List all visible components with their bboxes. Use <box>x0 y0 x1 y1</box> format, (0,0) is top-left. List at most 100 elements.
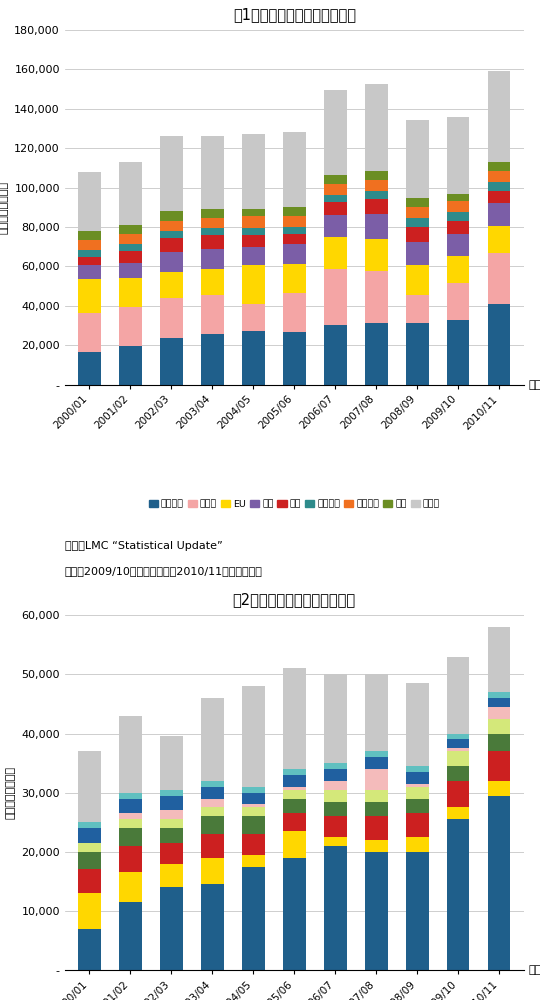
Bar <box>78 257 100 265</box>
Bar <box>365 769 388 790</box>
Bar <box>406 772 429 784</box>
Bar <box>447 194 469 201</box>
Bar <box>242 235 265 247</box>
Bar <box>242 855 265 867</box>
Bar <box>78 279 100 313</box>
Bar <box>160 136 183 211</box>
Bar <box>201 218 224 228</box>
Bar <box>201 807 224 816</box>
Bar <box>201 209 224 218</box>
Title: 図2　世界の砂糖輸出量の推移: 図2 世界の砂糖輸出量の推移 <box>233 592 356 607</box>
Bar <box>406 766 429 772</box>
Bar <box>324 781 347 790</box>
Bar <box>283 207 306 216</box>
Bar <box>406 242 429 265</box>
Bar <box>365 674 388 751</box>
Bar <box>201 787 224 799</box>
Bar <box>78 929 100 970</box>
Bar <box>283 227 306 234</box>
Bar <box>78 313 100 352</box>
Bar <box>78 751 100 822</box>
Bar <box>119 251 141 263</box>
Bar <box>365 757 388 769</box>
Bar <box>201 295 224 334</box>
Bar <box>119 716 141 793</box>
Bar <box>324 802 347 816</box>
Bar <box>365 802 388 816</box>
Bar <box>324 90 347 175</box>
Text: 年度: 年度 <box>528 380 540 390</box>
Y-axis label: 千トン／粗糖換算: 千トン／粗糖換算 <box>0 181 9 234</box>
Bar <box>201 816 224 834</box>
Bar <box>242 793 265 804</box>
Bar <box>119 819 141 828</box>
Bar <box>365 852 388 970</box>
Bar <box>488 253 510 304</box>
Bar <box>488 719 510 734</box>
Bar <box>406 837 429 852</box>
Bar <box>242 134 265 209</box>
Bar <box>119 234 141 244</box>
Bar <box>160 221 183 231</box>
Bar <box>447 734 469 739</box>
Bar <box>160 864 183 887</box>
Bar <box>447 657 469 734</box>
Bar <box>365 271 388 323</box>
Bar <box>242 228 265 235</box>
Bar <box>365 171 388 180</box>
Text: 出典：LMC “Statistical Update”: 出典：LMC “Statistical Update” <box>65 541 222 551</box>
Bar <box>406 799 429 813</box>
Bar <box>242 216 265 228</box>
Bar <box>406 265 429 295</box>
Bar <box>119 278 141 307</box>
Bar <box>324 215 347 237</box>
Bar <box>447 234 469 256</box>
Bar <box>78 172 100 231</box>
Bar <box>242 265 265 304</box>
Bar <box>283 332 306 385</box>
Bar <box>488 698 510 707</box>
Bar <box>242 209 265 216</box>
Bar <box>406 295 429 323</box>
Bar <box>324 237 347 269</box>
Bar <box>78 240 100 250</box>
Bar <box>119 846 141 872</box>
Bar <box>160 810 183 819</box>
Bar <box>160 252 183 272</box>
Bar <box>242 304 265 331</box>
Bar <box>242 867 265 970</box>
Bar <box>242 804 265 807</box>
Bar <box>447 781 469 807</box>
Bar <box>406 784 429 787</box>
Bar <box>324 816 347 837</box>
Bar <box>324 202 347 215</box>
Bar <box>283 234 306 244</box>
Bar <box>242 686 265 787</box>
Bar <box>283 668 306 769</box>
Bar <box>201 228 224 235</box>
Bar <box>488 171 510 182</box>
Bar <box>488 751 510 781</box>
Bar <box>242 247 265 265</box>
Bar <box>201 269 224 295</box>
Bar <box>119 902 141 970</box>
Bar <box>78 869 100 893</box>
Bar <box>201 249 224 269</box>
Bar <box>365 816 388 840</box>
Bar <box>406 813 429 837</box>
Bar <box>406 120 429 198</box>
Bar <box>447 320 469 385</box>
Bar <box>78 250 100 257</box>
Bar <box>488 796 510 970</box>
Bar <box>488 226 510 253</box>
Bar <box>283 831 306 858</box>
Bar <box>365 840 388 852</box>
Bar <box>201 235 224 249</box>
Bar <box>160 272 183 298</box>
Bar <box>242 787 265 793</box>
Bar <box>242 834 265 855</box>
Bar <box>447 283 469 320</box>
Bar <box>78 843 100 852</box>
Bar <box>324 790 347 802</box>
Bar <box>283 264 306 293</box>
